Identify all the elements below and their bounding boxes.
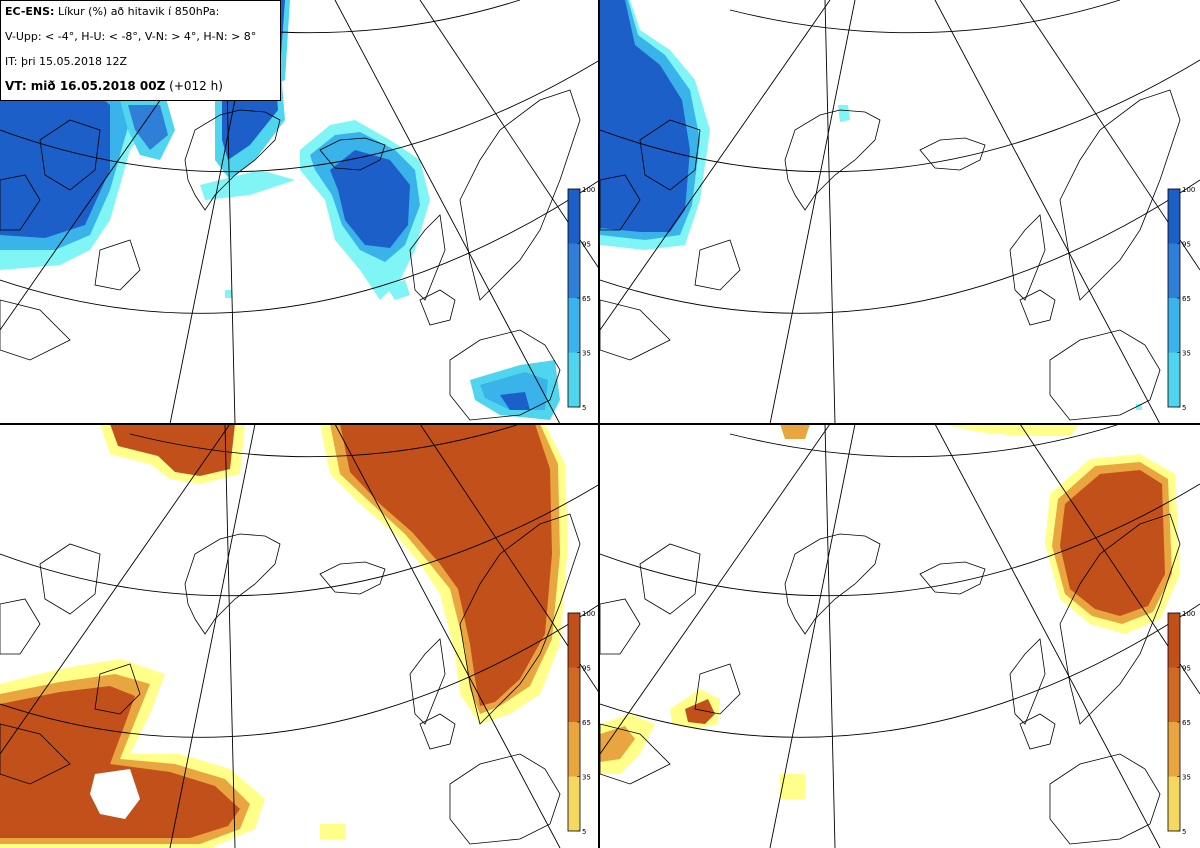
initial-time-line: IT: þri 15.05.2018 12Z (5, 55, 128, 68)
probability-field (0, 424, 568, 848)
title-line: EC-ENS: Líkur (%) að hitavik í 850hPa: (5, 5, 219, 18)
valid-time-line: VT: mið 16.05.2018 00Z (+012 h) (5, 79, 223, 93)
forecast-info-box: EC-ENS: Líkur (%) að hitavik í 850hPa: V… (0, 0, 281, 101)
map-panel-warm-8 (600, 424, 1200, 848)
product-name: EC-ENS: (5, 5, 55, 18)
thresholds-line: V-Upp: < -4°, H-U: < -8°, V-N: > 4°, H-N… (5, 30, 257, 43)
coastlines (0, 89, 581, 421)
valid-time: VT: mið 16.05.2018 00Z (5, 79, 166, 93)
coastlines (600, 89, 1181, 421)
coastlines (0, 513, 581, 845)
map-panel-cold-8 (600, 0, 1200, 424)
map-svg (0, 424, 600, 848)
coastlines (600, 513, 1181, 845)
probability-field (600, 424, 1180, 799)
map-panel-warm-4 (0, 424, 600, 848)
title-text: Líkur (%) að hitavik í 850hPa: (57, 5, 220, 18)
map-panel-cold-4: EC-ENS: Líkur (%) að hitavik í 850hPa: V… (0, 0, 600, 424)
graticule (0, 424, 600, 848)
probability-field (600, 0, 1142, 410)
map-svg (600, 0, 1200, 424)
map-svg (600, 424, 1200, 848)
lead-time: (+012 h) (169, 79, 223, 93)
graticule (600, 424, 1200, 848)
panel-border-horizontal (0, 423, 1200, 425)
